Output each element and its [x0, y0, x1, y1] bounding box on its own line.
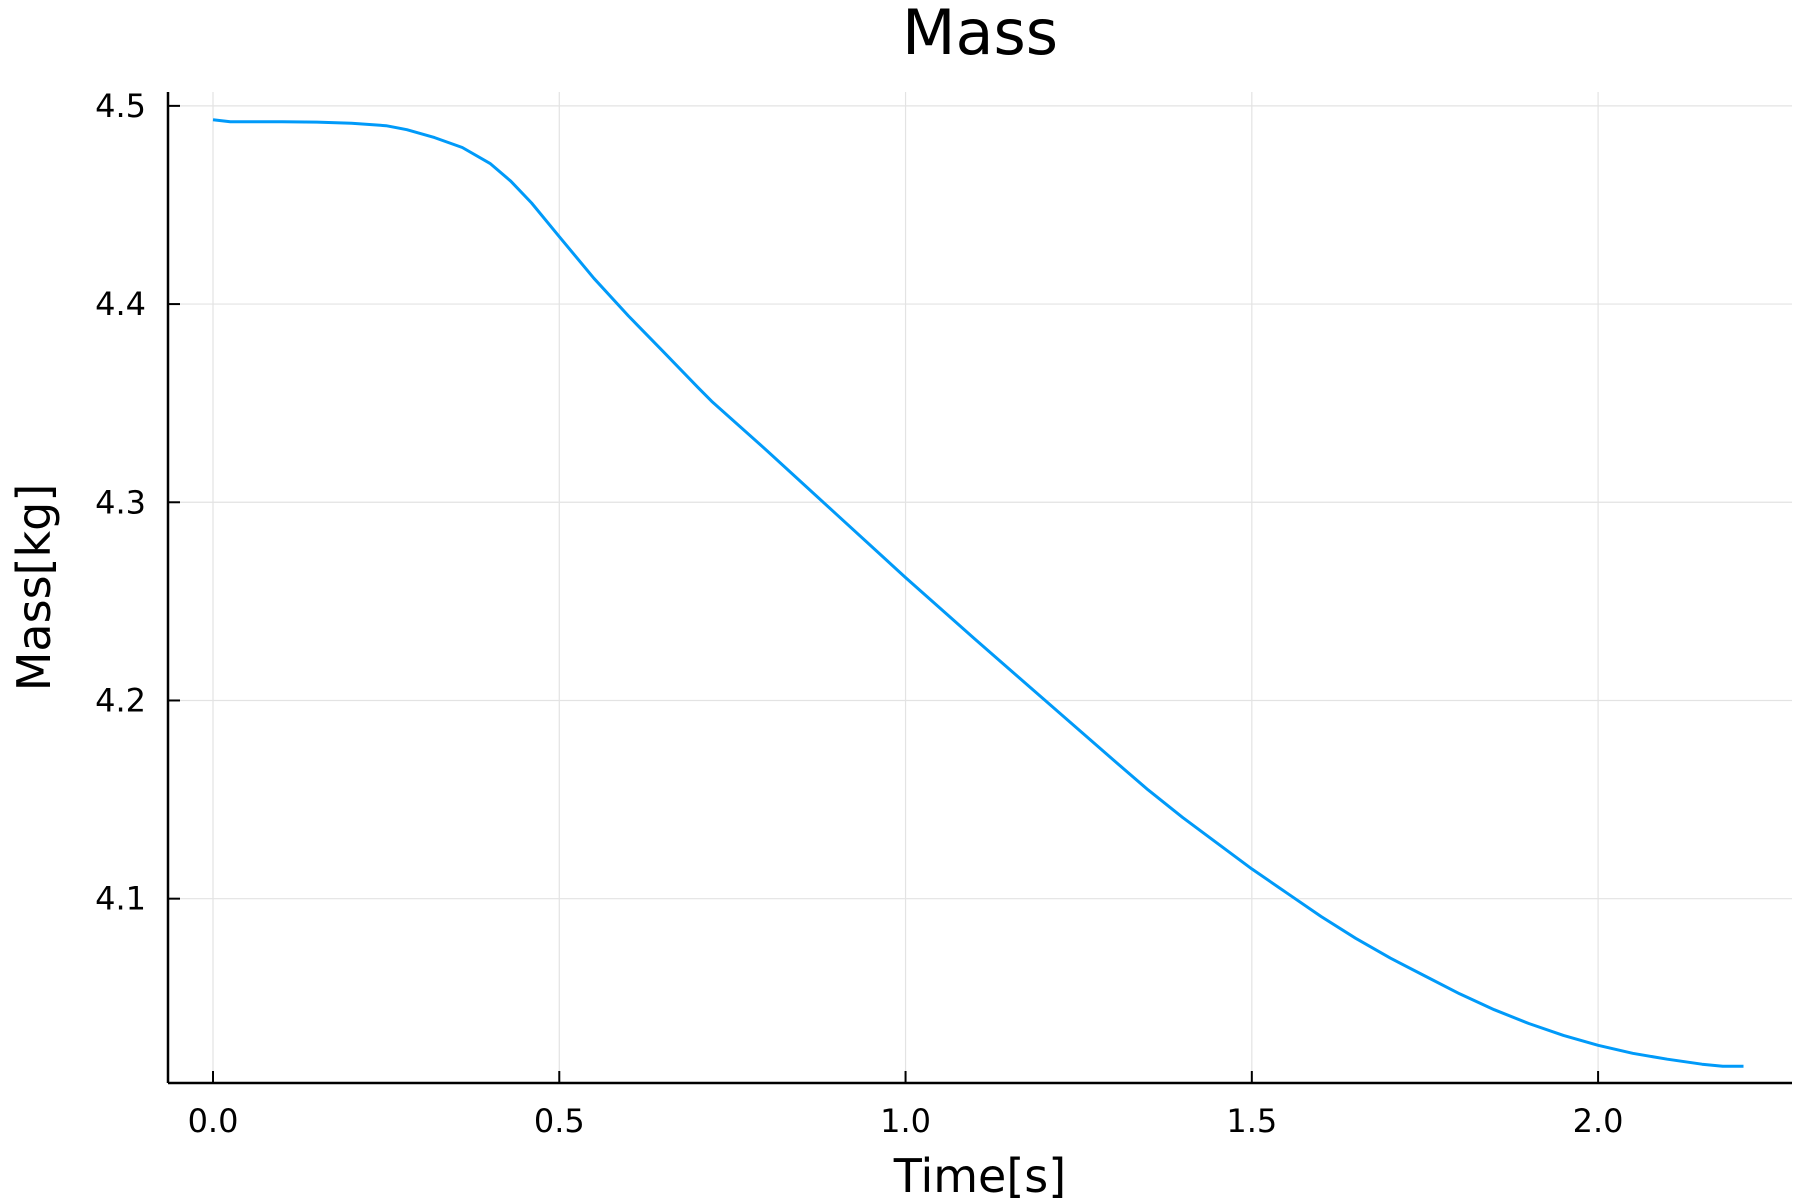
- ticks: 0.0 0.5 1.0 1.5 2.0 4.1 4.2 4.3 4.4 4.5: [95, 87, 1623, 1140]
- x-tick-label: 1.5: [1226, 1102, 1277, 1140]
- x-tick-label: 0.0: [188, 1102, 239, 1140]
- series: [212, 118, 1744, 1068]
- x-axis-label: Time[s]: [893, 1149, 1066, 1200]
- axes: [166, 92, 1792, 1085]
- y-tick-label: 4.2: [95, 681, 146, 719]
- y-axis-label: Mass[kg]: [7, 484, 61, 692]
- x-tick-label: 1.0: [880, 1102, 931, 1140]
- y-tick-label: 4.3: [95, 483, 146, 521]
- series-line: [212, 118, 1744, 1068]
- x-tick-label: 0.5: [534, 1102, 585, 1140]
- grid: [168, 92, 1792, 1083]
- y-tick-label: 4.5: [95, 87, 146, 125]
- x-tick-label: 2.0: [1573, 1102, 1624, 1140]
- chart-title: Mass: [902, 0, 1058, 69]
- y-tick-label: 4.1: [95, 880, 146, 918]
- y-tick-label: 4.4: [95, 285, 146, 323]
